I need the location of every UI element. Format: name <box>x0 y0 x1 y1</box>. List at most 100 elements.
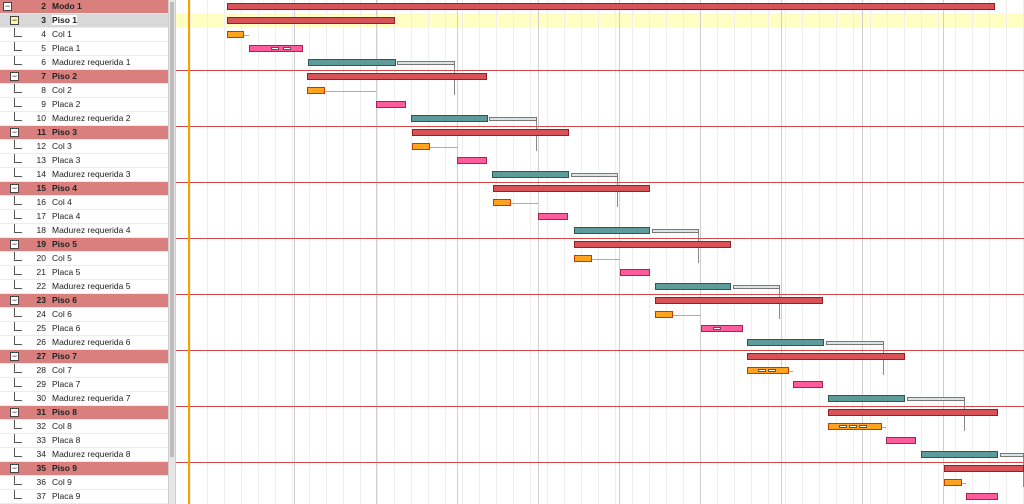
summary-task-row[interactable]: 27 Piso 7 − <box>0 350 168 364</box>
summary-bar[interactable] <box>493 185 650 192</box>
col-task-bar[interactable] <box>944 479 962 486</box>
task-row[interactable]: 21 Placa 5 <box>0 266 168 280</box>
task-row[interactable]: 5 Placa 1 <box>0 42 168 56</box>
slack-bar[interactable] <box>1000 453 1024 457</box>
task-row[interactable]: 4 Col 1 <box>0 28 168 42</box>
task-row[interactable]: 9 Placa 2 <box>0 98 168 112</box>
madurez-task-bar[interactable] <box>921 451 998 458</box>
task-row[interactable]: 20 Col 5 <box>0 252 168 266</box>
task-name[interactable]: Madurez requerida 8 <box>52 449 131 459</box>
task-name[interactable]: Col 7 <box>52 365 72 375</box>
task-row[interactable]: 14 Madurez requerida 3 <box>0 168 168 182</box>
task-name[interactable]: Col 2 <box>52 85 72 95</box>
col-task-bar[interactable] <box>747 367 789 374</box>
scrollbar-thumb[interactable] <box>170 2 174 457</box>
task-name[interactable]: Piso 1 <box>52 15 78 25</box>
task-name[interactable]: Placa 1 <box>52 43 81 53</box>
task-row[interactable]: 17 Placa 4 <box>0 210 168 224</box>
placa-task-bar[interactable] <box>701 325 743 332</box>
summary-task-row[interactable]: 2 Modo 1 − <box>0 0 168 14</box>
task-row[interactable]: 29 Placa 7 <box>0 378 168 392</box>
summary-task-row[interactable]: 35 Piso 9 − <box>0 462 168 476</box>
task-name[interactable]: Modo 1 <box>52 1 82 11</box>
task-name[interactable]: Madurez requerida 7 <box>52 393 131 403</box>
task-name[interactable]: Madurez requerida 5 <box>52 281 131 291</box>
task-name[interactable]: Placa 7 <box>52 379 81 389</box>
col-task-bar[interactable] <box>655 311 673 318</box>
summary-task-row[interactable]: 3 Piso 1 − <box>0 14 168 28</box>
placa-task-bar[interactable] <box>249 45 303 52</box>
summary-bar[interactable] <box>944 465 1024 472</box>
slack-bar[interactable] <box>571 173 618 177</box>
task-row[interactable]: 22 Madurez requerida 5 <box>0 280 168 294</box>
summary-bar[interactable] <box>747 353 905 360</box>
slack-bar[interactable] <box>733 285 780 289</box>
placa-task-bar[interactable] <box>457 157 487 164</box>
summary-task-row[interactable]: 23 Piso 6 − <box>0 294 168 308</box>
madurez-task-bar[interactable] <box>747 339 824 346</box>
summary-task-row[interactable]: 11 Piso 3 − <box>0 126 168 140</box>
madurez-task-bar[interactable] <box>411 115 488 122</box>
collapse-toggle-icon[interactable]: − <box>10 15 19 25</box>
task-name[interactable]: Madurez requerida 2 <box>52 113 131 123</box>
placa-task-bar[interactable] <box>793 381 823 388</box>
task-row[interactable]: 12 Col 3 <box>0 140 168 154</box>
task-row[interactable]: 26 Madurez requerida 6 <box>0 336 168 350</box>
task-name[interactable]: Col 5 <box>52 253 72 263</box>
task-row[interactable]: 6 Madurez requerida 1 <box>0 56 168 70</box>
madurez-task-bar[interactable] <box>655 283 731 290</box>
slack-bar[interactable] <box>907 397 965 401</box>
placa-task-bar[interactable] <box>620 269 650 276</box>
vertical-scrollbar[interactable] <box>168 0 176 504</box>
col-task-bar[interactable] <box>307 87 325 94</box>
collapse-toggle-icon[interactable]: − <box>10 295 19 305</box>
slack-bar[interactable] <box>397 61 455 65</box>
col-task-bar[interactable] <box>227 31 244 38</box>
collapse-toggle-icon[interactable]: − <box>10 351 19 361</box>
placa-task-bar[interactable] <box>966 493 998 500</box>
collapse-toggle-icon[interactable]: − <box>10 71 19 81</box>
task-name[interactable]: Piso 6 <box>52 295 78 305</box>
summary-bar[interactable] <box>412 129 569 136</box>
summary-bar[interactable] <box>655 297 823 304</box>
task-row[interactable]: 28 Col 7 <box>0 364 168 378</box>
task-name[interactable]: Col 3 <box>52 141 72 151</box>
task-row[interactable]: 24 Col 6 <box>0 308 168 322</box>
madurez-task-bar[interactable] <box>574 227 650 234</box>
summary-task-row[interactable]: 31 Piso 8 − <box>0 406 168 420</box>
task-name[interactable]: Placa 9 <box>52 491 81 501</box>
summary-task-row[interactable]: 19 Piso 5 − <box>0 238 168 252</box>
task-name[interactable]: Piso 4 <box>52 183 78 193</box>
task-row[interactable]: 32 Col 8 <box>0 420 168 434</box>
task-name[interactable]: Madurez requerida 6 <box>52 337 131 347</box>
col-task-bar[interactable] <box>493 199 511 206</box>
task-row[interactable]: 13 Placa 3 <box>0 154 168 168</box>
task-row[interactable]: 16 Col 4 <box>0 196 168 210</box>
placa-task-bar[interactable] <box>376 101 406 108</box>
col-task-bar[interactable] <box>828 423 882 430</box>
task-name[interactable]: Placa 4 <box>52 211 81 221</box>
task-row[interactable]: 36 Col 9 <box>0 476 168 490</box>
task-name[interactable]: Madurez requerida 1 <box>52 57 131 67</box>
collapse-toggle-icon[interactable]: − <box>10 127 19 137</box>
task-row[interactable]: 25 Placa 6 <box>0 322 168 336</box>
collapse-toggle-icon[interactable]: − <box>10 407 19 417</box>
task-row[interactable]: 37 Placa 9 <box>0 490 168 504</box>
task-name[interactable]: Madurez requerida 3 <box>52 169 131 179</box>
collapse-toggle-icon[interactable]: − <box>10 463 19 473</box>
summary-bar[interactable] <box>227 3 995 10</box>
task-row[interactable]: 33 Placa 8 <box>0 434 168 448</box>
madurez-task-bar[interactable] <box>492 171 569 178</box>
task-name[interactable]: Col 9 <box>52 477 72 487</box>
summary-bar[interactable] <box>227 17 395 24</box>
task-row[interactable]: 10 Madurez requerida 2 <box>0 112 168 126</box>
madurez-task-bar[interactable] <box>828 395 905 402</box>
col-task-bar[interactable] <box>574 255 592 262</box>
task-name[interactable]: Col 6 <box>52 309 72 319</box>
summary-bar[interactable] <box>828 409 998 416</box>
task-row[interactable]: 8 Col 2 <box>0 84 168 98</box>
task-name[interactable]: Piso 3 <box>52 127 78 137</box>
task-name[interactable]: Piso 8 <box>52 407 78 417</box>
task-name[interactable]: Placa 5 <box>52 267 81 277</box>
task-name[interactable]: Piso 9 <box>52 463 78 473</box>
